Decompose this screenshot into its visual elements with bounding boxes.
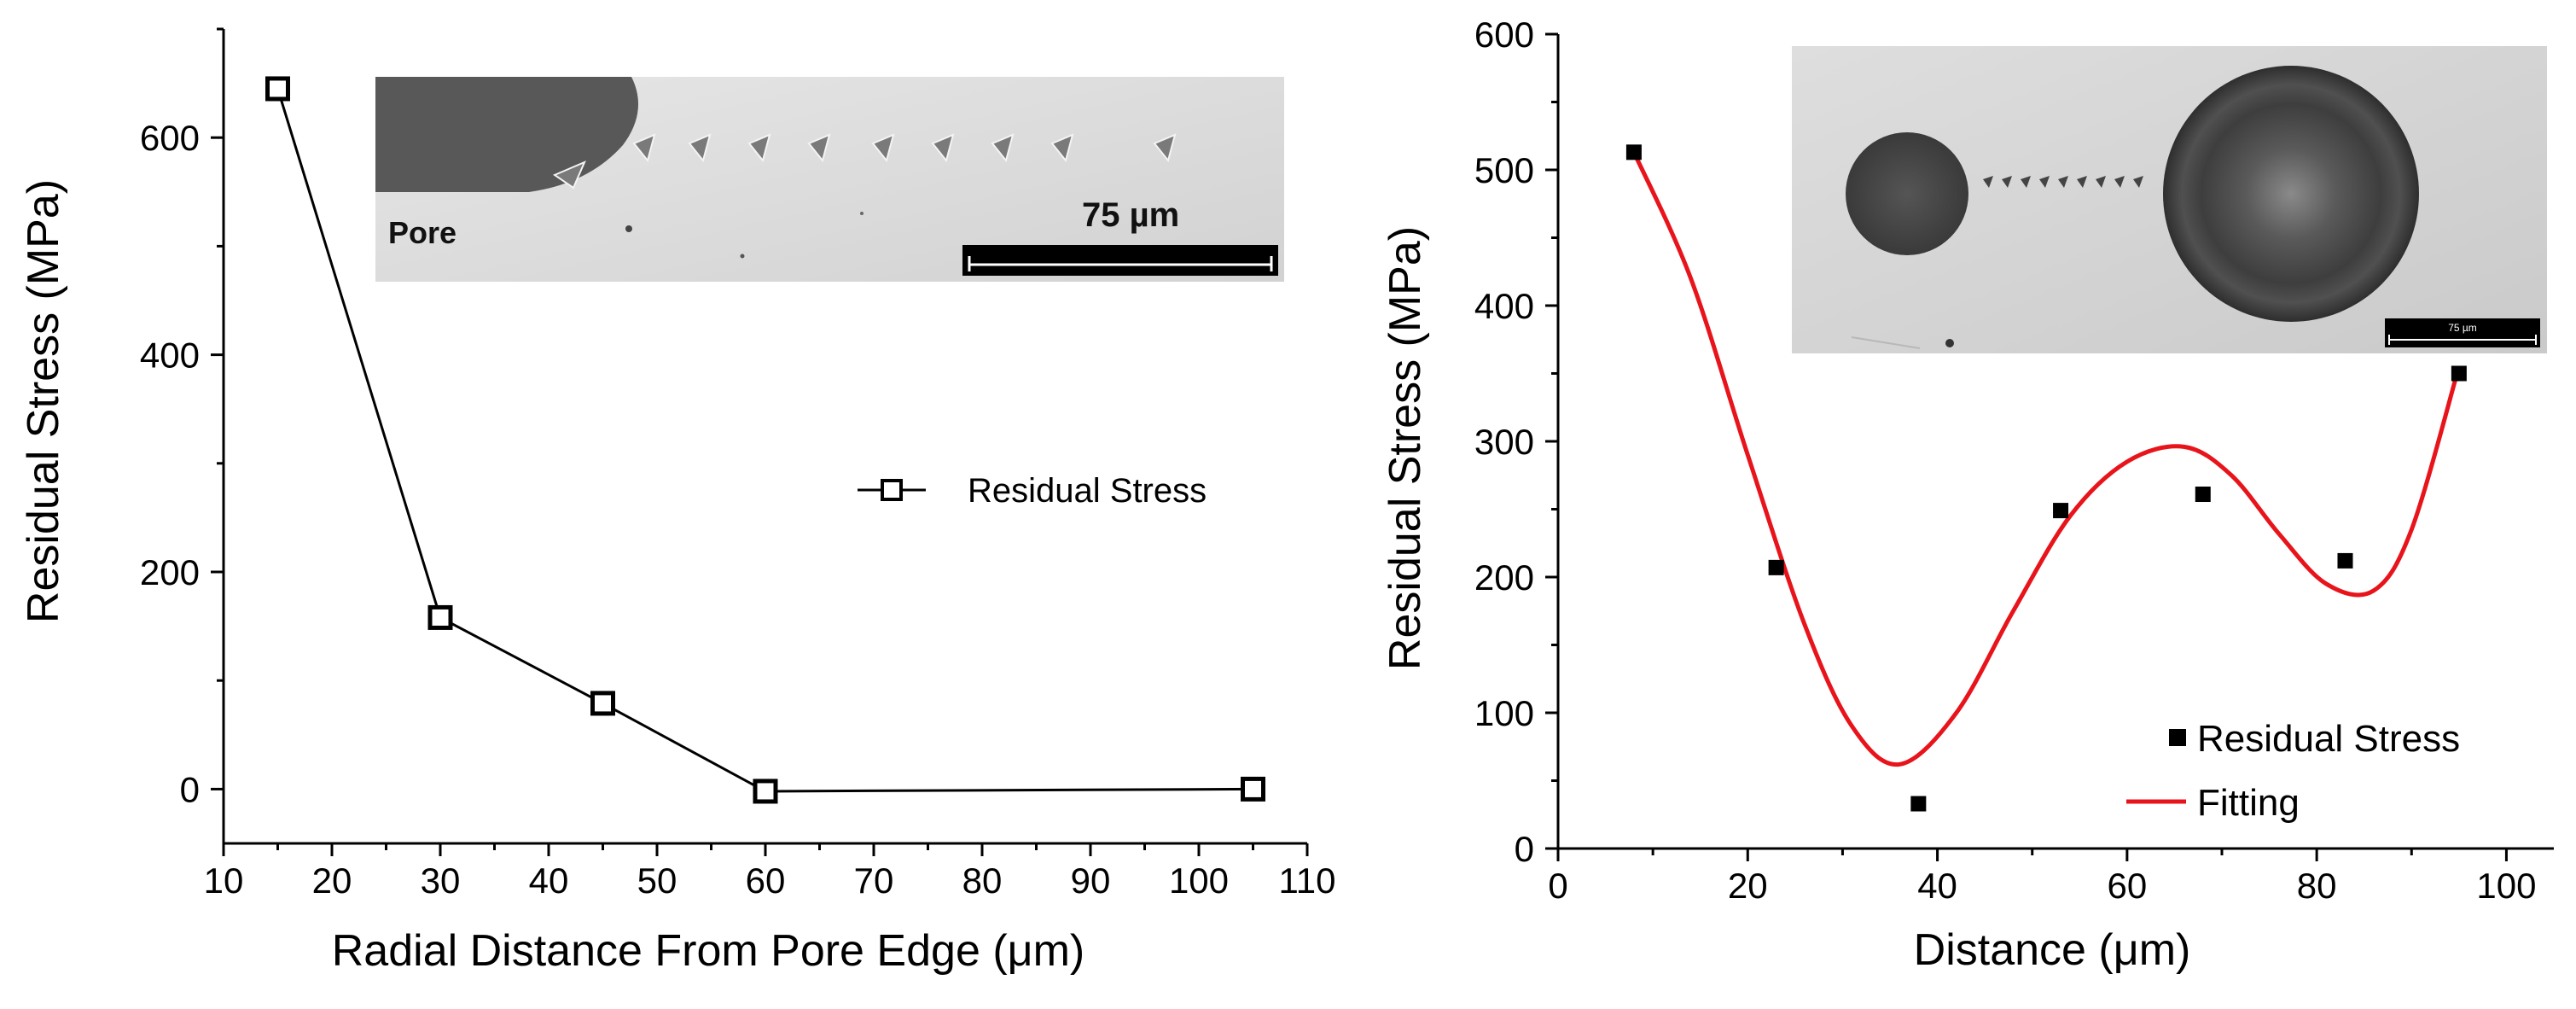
legend-right: Residual Stress Fitting [2126,718,2460,824]
indent-mark [931,133,955,163]
data-point [1910,796,1927,812]
ticks-left: 10 20 30 40 50 60 70 80 90 100 110 0 200 400 600 [140,27,1336,901]
indentation-marks [552,133,1177,190]
series-markers-right [1625,144,2467,812]
series-line-fitting [1631,151,2462,767]
indentation-marks-right [1983,176,2143,188]
indent-mark [632,133,656,163]
y-tick-label: 600 [1474,15,1534,55]
x-tick-label: 30 [421,860,461,901]
y-axis-label-right: Residual Stress (MPa) [1381,226,1430,670]
inset-scale-label: 75 µm [1082,196,1179,234]
indent-mark [2021,176,2031,188]
x-tick-label: 0 [1548,866,1567,906]
ticks-right: 0 20 40 60 80 100 0 100 200 300 400 500 600 [1474,15,2537,906]
x-tick-label: 70 [854,860,894,901]
legend-label-residual-stress-right: Residual Stress [2197,718,2460,760]
x-axis-label-right: Distance (μm) [1914,925,2191,975]
x-tick-label: 60 [746,860,786,901]
indent-mark [2096,176,2106,188]
legend-filled-square-icon [2169,729,2186,746]
pore-shape [375,77,638,192]
scale-bar-right [2385,318,2540,347]
indent-mark [2133,176,2143,188]
indent-mark [2039,176,2050,188]
data-point [265,76,290,102]
y-tick-label: 100 [1474,693,1534,733]
indent-mark [1050,133,1074,163]
indent-mark [747,133,771,163]
x-tick-label: 20 [1728,866,1768,906]
x-tick-label: 80 [2297,866,2337,906]
series-markers-left [265,76,1265,804]
x-tick-label: 50 [637,860,677,901]
indent-mark [2114,176,2125,188]
legend-label-residual-stress: Residual Stress [968,472,1207,510]
x-tick-label: 110 [1279,860,1336,901]
x-tick-label: 10 [204,860,244,901]
inset-micrograph-right: 75 µm [1792,46,2547,353]
indent-mark [1153,133,1177,163]
x-tick-label: 100 [2476,866,2536,906]
indent-mark [807,133,831,163]
x-tick-label: 80 [962,860,1003,901]
y-tick-label: 300 [1474,422,1534,462]
y-tick-label: 0 [1515,829,1534,869]
indent-mark [2077,176,2087,188]
y-tick-label: 400 [1474,286,1534,326]
inset-scale-label-right: 75 µm [2448,322,2477,334]
y-tick-label: 500 [1474,150,1534,190]
y-tick-label: 200 [140,552,200,592]
y-axis-label-left: Residual Stress (MPa) [19,179,68,623]
indent-mark [1983,176,1993,188]
data-point [2451,365,2467,382]
data-point [2053,503,2069,519]
x-tick-label: 100 [1169,860,1229,901]
data-point [2337,552,2353,569]
legend-left: Residual Stress [858,472,1207,510]
legend-square-icon [881,479,903,501]
chart-right: 75 µm 0 20 40 60 80 100 0 100 200 300 400 500 600 Di… [1381,15,2554,975]
indent-mark [991,133,1015,163]
y-tick-label: 400 [140,335,200,376]
x-tick-label: 40 [529,860,569,901]
x-tick-label: 40 [1917,866,1957,906]
data-point [1768,559,1784,575]
inset-pore-label: Pore [388,215,456,250]
indent-mark [552,160,586,190]
data-point [427,604,453,630]
small-pore-shape [1846,132,1968,255]
x-tick-label: 60 [2107,866,2147,906]
large-pore-shape [2163,66,2419,322]
x-tick-label: 90 [1071,860,1111,901]
indent-mark [2058,176,2068,188]
x-tick-label: 20 [312,860,352,901]
chart-left: Pore 75 µm 10 20 30 40 50 60 70 80 90 100 110 0 200 4… [19,27,1336,976]
data-point [1625,144,1642,160]
data-point [753,779,778,804]
inset-micrograph-left: Pore 75 µm [375,77,1284,282]
y-tick-label: 0 [180,769,200,809]
indent-mark [2002,176,2012,188]
y-tick-label: 600 [140,118,200,158]
indent-mark [688,133,712,163]
scale-bar [962,245,1278,276]
indent-mark [871,133,895,163]
legend-label-fitting: Fitting [2197,782,2300,824]
x-axis-label-left: Radial Distance From Pore Edge (μm) [332,926,1084,976]
y-tick-label: 200 [1474,557,1534,598]
data-point [1241,776,1265,802]
data-point [590,691,615,716]
data-point [2195,487,2211,503]
